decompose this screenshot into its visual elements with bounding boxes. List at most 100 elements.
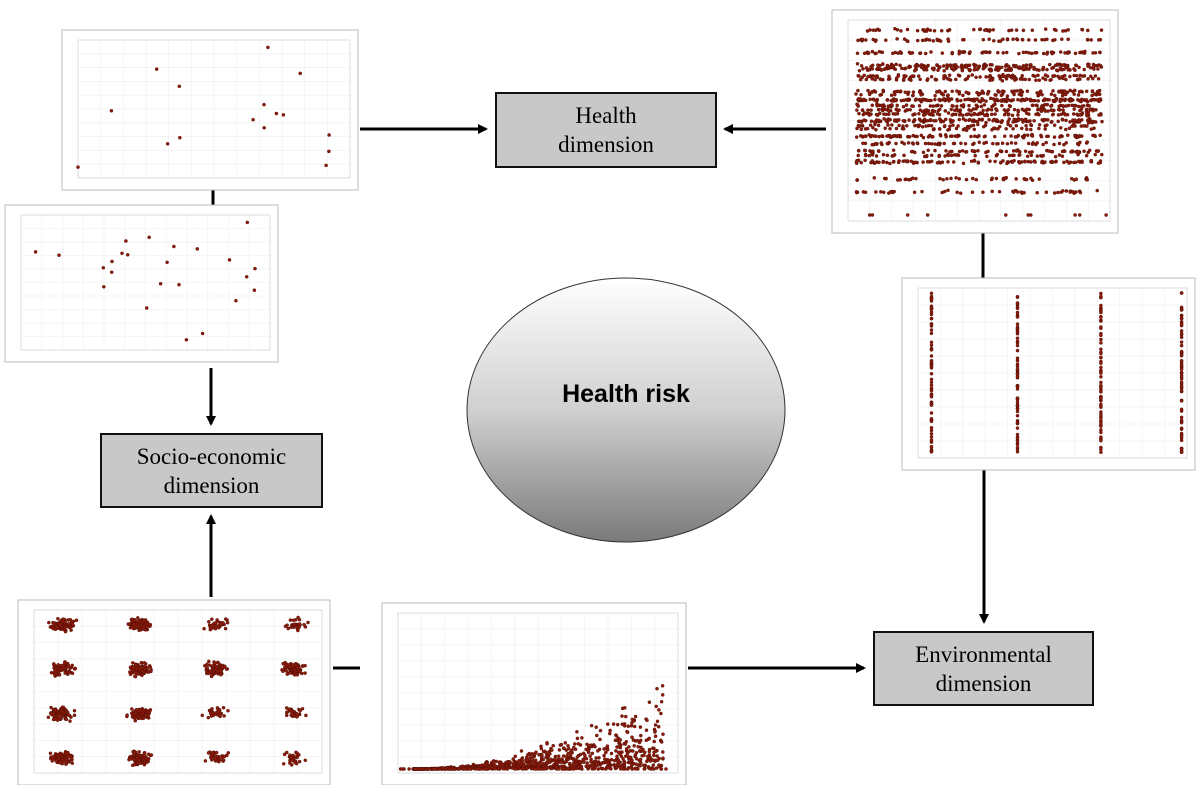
thumbnail-dot <box>921 150 926 155</box>
thumbnail-dot <box>70 663 74 668</box>
thumbnail-dot <box>559 742 564 747</box>
thumbnail-dot <box>908 108 912 112</box>
thumbnail-dot <box>856 153 860 158</box>
thumbnail-dot <box>53 708 57 713</box>
thumbnail-dot <box>1054 159 1058 164</box>
thumbnail-dot <box>955 65 959 69</box>
thumbnail-dot <box>1020 126 1024 131</box>
thumbnail-dot <box>964 128 969 133</box>
thumbnail-dot <box>63 671 67 675</box>
thumbnail-dot <box>1073 213 1077 217</box>
thumbnail-dot <box>929 435 934 439</box>
thumbnail-dot <box>67 625 72 630</box>
thumbnail-dot <box>68 719 72 723</box>
thumbnail-dot <box>617 745 621 749</box>
thumbnail-dot <box>630 763 634 767</box>
thumbnail-dot <box>942 74 946 78</box>
thumbnail-dot <box>929 371 934 376</box>
thumbnail-dot <box>533 767 537 771</box>
thumbnail-dot <box>1004 213 1008 217</box>
thumbnail-dot <box>1062 97 1067 102</box>
thumbnail-dot <box>995 65 999 69</box>
thumbnail-dot <box>950 51 954 56</box>
thumbnail-dot <box>660 684 665 688</box>
thumbnail-dot <box>969 124 973 128</box>
thumbnail-dot <box>928 133 932 138</box>
thumbnail-dot <box>941 97 946 101</box>
thumbnail-dot <box>64 759 68 764</box>
thumbnail-dot <box>149 669 153 674</box>
thumbnail-dot <box>297 669 302 674</box>
thumbnail-dot <box>957 52 961 56</box>
thumbnail-dot <box>53 668 57 673</box>
thumbnail-dot <box>1039 135 1044 139</box>
thumbnail-dot <box>1099 396 1103 400</box>
thumbnail-dot <box>1037 177 1042 181</box>
thumbnail-dot <box>1045 52 1049 56</box>
thumbnail-dot <box>102 285 106 289</box>
thumbnail-dot <box>1082 74 1087 78</box>
thumbnail-dot <box>200 713 205 718</box>
thumbnail-dot <box>1042 117 1046 122</box>
thumbnail-dot <box>1037 126 1041 131</box>
thumbnail-dot <box>1017 51 1021 56</box>
thumbnail-dot <box>1022 177 1027 181</box>
thumbnail-dot <box>960 149 965 153</box>
thumbnail-dot <box>879 92 884 97</box>
thumbnail-dot <box>564 759 569 764</box>
thumbnail-dot <box>939 28 944 33</box>
thumbnail-dot <box>147 235 151 240</box>
thumbnail-dot <box>641 763 646 768</box>
thumbnail-dot <box>306 620 310 625</box>
thumbnail-dot <box>925 153 929 158</box>
thumbnail-dot <box>498 762 502 767</box>
thumbnail-dot <box>638 725 643 729</box>
thumbnail-dot <box>1032 65 1036 70</box>
thumbnail-dot <box>1073 160 1078 165</box>
thumbnail-dot <box>948 134 953 138</box>
thumbnail-dot <box>141 625 146 629</box>
thumbnail-dot <box>917 111 921 116</box>
thumbnail-dot <box>1179 349 1184 354</box>
thumbnail-dot <box>956 73 961 77</box>
thumbnail-dot <box>1025 154 1030 159</box>
thumbnail-dot <box>654 749 658 753</box>
thumbnail-dot <box>576 742 581 746</box>
thumbnail-dot <box>1058 66 1063 70</box>
thumbnail-dot <box>1098 37 1103 42</box>
thumbnail-dot <box>917 104 922 108</box>
thumbnail-dot <box>1086 28 1090 33</box>
thumbnail-dot <box>934 77 939 82</box>
thumbnail-dot <box>133 718 138 723</box>
thumbnail-dot <box>976 66 981 70</box>
thumbnail-dot <box>894 62 898 67</box>
thumbnail-dot <box>304 713 308 718</box>
thumbnail-dot <box>132 622 136 627</box>
thumbnail-dot <box>999 93 1004 98</box>
thumbnail-dot <box>855 51 860 56</box>
thumbnail-dot <box>1059 126 1063 130</box>
thumbnail-dot <box>216 619 220 624</box>
thumbnail-dot <box>615 754 619 758</box>
thumbnail-dot <box>873 74 878 79</box>
thumbnail-dot <box>916 74 921 78</box>
thumbnail-dot <box>957 117 962 122</box>
thumbnail-dot <box>970 190 975 194</box>
thumbnail-dot <box>913 150 917 155</box>
thumbnail-dot <box>598 728 603 733</box>
thumbnail-dot <box>221 705 226 710</box>
thumbnail-dot <box>76 165 80 169</box>
thumbnail-dot <box>287 664 292 669</box>
thumbnail-dot <box>1041 142 1045 147</box>
thumbnail-dot <box>925 159 930 164</box>
thumbnail-dot <box>587 744 591 748</box>
thumbnail-dot <box>109 270 114 274</box>
thumbnail-dot <box>964 65 969 69</box>
thumbnail-dot <box>217 662 221 666</box>
thumbnail-dot <box>959 141 963 146</box>
thumbnail-dot <box>1041 51 1046 56</box>
thumbnail-dot <box>982 134 987 139</box>
thumbnail-dot <box>863 152 868 157</box>
thumbnail-dot <box>59 667 64 671</box>
thumbnail-dot <box>1004 50 1009 55</box>
